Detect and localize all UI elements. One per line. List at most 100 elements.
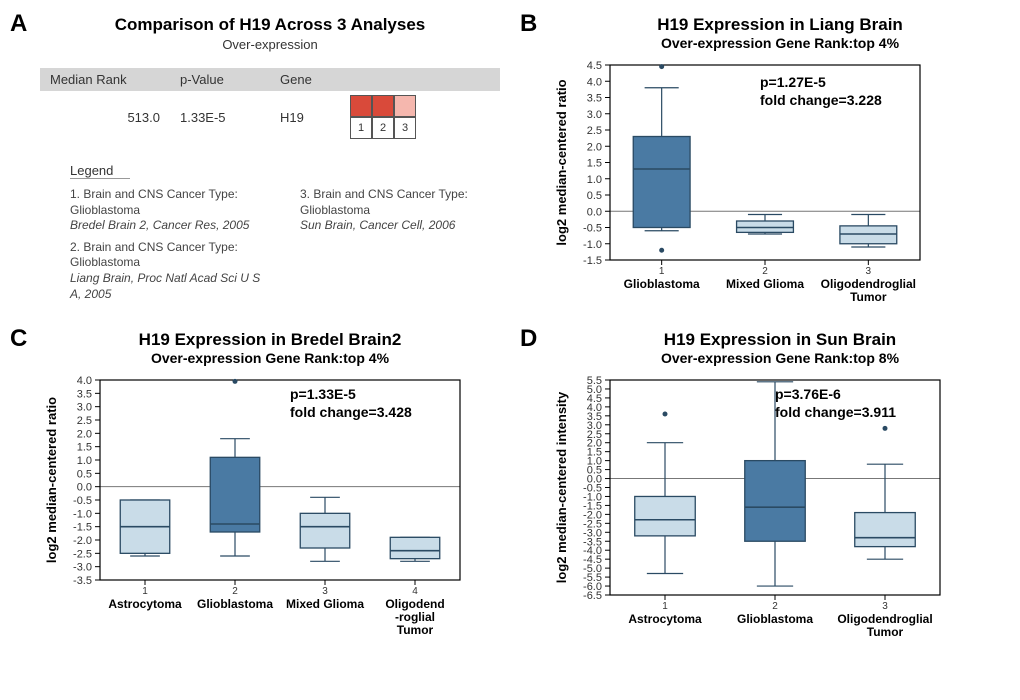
svg-text:-0.5: -0.5 [583, 223, 602, 235]
svg-text:2.0: 2.0 [77, 428, 92, 440]
svg-text:1.5: 1.5 [77, 442, 92, 454]
box [633, 137, 690, 228]
comparison-table: Median Rank p-Value Gene 513.0 1.33E-5 H… [40, 68, 500, 143]
svg-text:log2 median-centered ratio: log2 median-centered ratio [44, 397, 59, 563]
panel-c-subtitle: Over-expression Gene Rank:top 4% [40, 350, 500, 366]
stats-text: p=1.33E-5fold change=3.428 [290, 385, 412, 421]
svg-text:-3.5: -3.5 [73, 575, 92, 587]
panel-c-label: C [10, 325, 27, 353]
svg-text:Tumor: Tumor [867, 625, 904, 639]
svg-text:1: 1 [662, 601, 668, 612]
outlier-point [659, 64, 664, 69]
panel-a-label: A [10, 10, 27, 38]
heat-num-cell: 3 [394, 117, 416, 139]
box [840, 226, 897, 244]
panel-b: B H19 Expression in Liang Brain Over-exp… [520, 10, 1010, 315]
gene-link[interactable]: H19 [270, 91, 340, 143]
cell-median-rank: 513.0 [40, 91, 170, 143]
svg-text:Tumor: Tumor [397, 623, 434, 637]
svg-text:log2 median-centered intensity: log2 median-centered intensity [554, 391, 569, 583]
svg-text:Astrocytoma: Astrocytoma [628, 612, 702, 626]
box [745, 461, 806, 542]
outlier-point [883, 426, 888, 431]
legend-item: 3. Brain and CNS Cancer Type: Glioblasto… [300, 187, 500, 234]
panel-a: A Comparison of H19 Across 3 Analyses Ov… [10, 10, 500, 315]
table-row: 513.0 1.33E-5 H19 123 [40, 91, 500, 143]
svg-text:Oligodendroglial: Oligodendroglial [837, 612, 932, 626]
svg-text:Astrocytoma: Astrocytoma [108, 597, 182, 611]
svg-text:4: 4 [412, 586, 418, 597]
svg-text:3: 3 [322, 586, 328, 597]
heat-color-cell [372, 95, 394, 117]
svg-text:4.0: 4.0 [587, 76, 602, 88]
box [635, 496, 696, 535]
th-p-value: p-Value [170, 68, 270, 91]
svg-text:Oligodendroglial: Oligodendroglial [821, 277, 916, 291]
cell-p-value: 1.33E-5 [170, 91, 270, 143]
svg-text:1: 1 [659, 266, 665, 277]
heat-cell-container: 123 [340, 91, 500, 143]
svg-text:2.5: 2.5 [77, 415, 92, 427]
svg-text:Mixed Glioma: Mixed Glioma [286, 597, 364, 611]
svg-text:3.5: 3.5 [77, 388, 92, 400]
svg-text:2: 2 [762, 266, 768, 277]
svg-text:-3.0: -3.0 [73, 562, 92, 574]
svg-text:3: 3 [866, 266, 872, 277]
panel-d-title: H19 Expression in Sun Brain [550, 330, 1010, 350]
box [390, 537, 440, 558]
svg-text:Oligodend: Oligodend [385, 597, 444, 611]
panel-b-title: H19 Expression in Liang Brain [550, 15, 1010, 35]
svg-text:-roglial: -roglial [395, 610, 435, 624]
heat-color-cell [350, 95, 372, 117]
svg-text:0.0: 0.0 [587, 206, 602, 218]
svg-text:2: 2 [772, 601, 778, 612]
svg-text:-1.0: -1.0 [583, 239, 602, 251]
svg-text:-2.0: -2.0 [73, 535, 92, 547]
svg-text:0.5: 0.5 [587, 190, 602, 202]
legend-block: Legend 1. Brain and CNS Cancer Type: Gli… [40, 163, 500, 308]
svg-text:4.5: 4.5 [587, 60, 602, 72]
legend-item: 2. Brain and CNS Cancer Type: Glioblasto… [70, 240, 270, 302]
panel-a-title: Comparison of H19 Across 3 Analyses [40, 15, 500, 35]
outlier-point [663, 412, 668, 417]
svg-text:-2.5: -2.5 [73, 548, 92, 560]
svg-text:Glioblastoma: Glioblastoma [624, 277, 700, 291]
stats-text: p=3.76E-6fold change=3.911 [775, 385, 896, 421]
stats-text: p=1.27E-5fold change=3.228 [760, 73, 882, 109]
panel-d-label: D [520, 325, 537, 353]
svg-text:1.0: 1.0 [587, 174, 602, 186]
heat-num-cell: 1 [350, 117, 372, 139]
outlier-point [659, 248, 664, 253]
legend-title: Legend [70, 163, 130, 179]
panel-d: D H19 Expression in Sun Brain Over-expre… [520, 325, 1010, 650]
svg-text:3.0: 3.0 [587, 109, 602, 121]
heat-color-cell [394, 95, 416, 117]
svg-text:log2 median-centered ratio: log2 median-centered ratio [554, 79, 569, 245]
panel-d-subtitle: Over-expression Gene Rank:top 8% [550, 350, 1010, 366]
svg-text:Glioblastoma: Glioblastoma [197, 597, 273, 611]
box [855, 513, 916, 547]
svg-text:2.0: 2.0 [587, 141, 602, 153]
panel-a-subtitle: Over-expression [40, 37, 500, 52]
th-median-rank: Median Rank [40, 68, 170, 91]
svg-text:0.5: 0.5 [77, 468, 92, 480]
panel-c: C H19 Expression in Bredel Brain2 Over-e… [10, 325, 500, 650]
svg-text:3: 3 [882, 601, 888, 612]
outlier-point [233, 379, 238, 384]
box [300, 513, 350, 548]
svg-text:-1.0: -1.0 [73, 508, 92, 520]
svg-text:5.5: 5.5 [587, 375, 602, 387]
svg-text:3.0: 3.0 [77, 402, 92, 414]
legend-item: 1. Brain and CNS Cancer Type: Glioblasto… [70, 187, 270, 234]
svg-text:Glioblastoma: Glioblastoma [737, 612, 813, 626]
svg-text:-1.5: -1.5 [73, 522, 92, 534]
svg-text:3.5: 3.5 [587, 93, 602, 105]
svg-text:0.0: 0.0 [77, 482, 92, 494]
figure-grid: A Comparison of H19 Across 3 Analyses Ov… [10, 10, 1010, 650]
svg-text:1: 1 [142, 586, 148, 597]
box [737, 221, 794, 232]
svg-text:-0.5: -0.5 [73, 495, 92, 507]
heat-num-cell: 2 [372, 117, 394, 139]
svg-text:1.0: 1.0 [77, 455, 92, 467]
svg-text:2: 2 [232, 586, 238, 597]
